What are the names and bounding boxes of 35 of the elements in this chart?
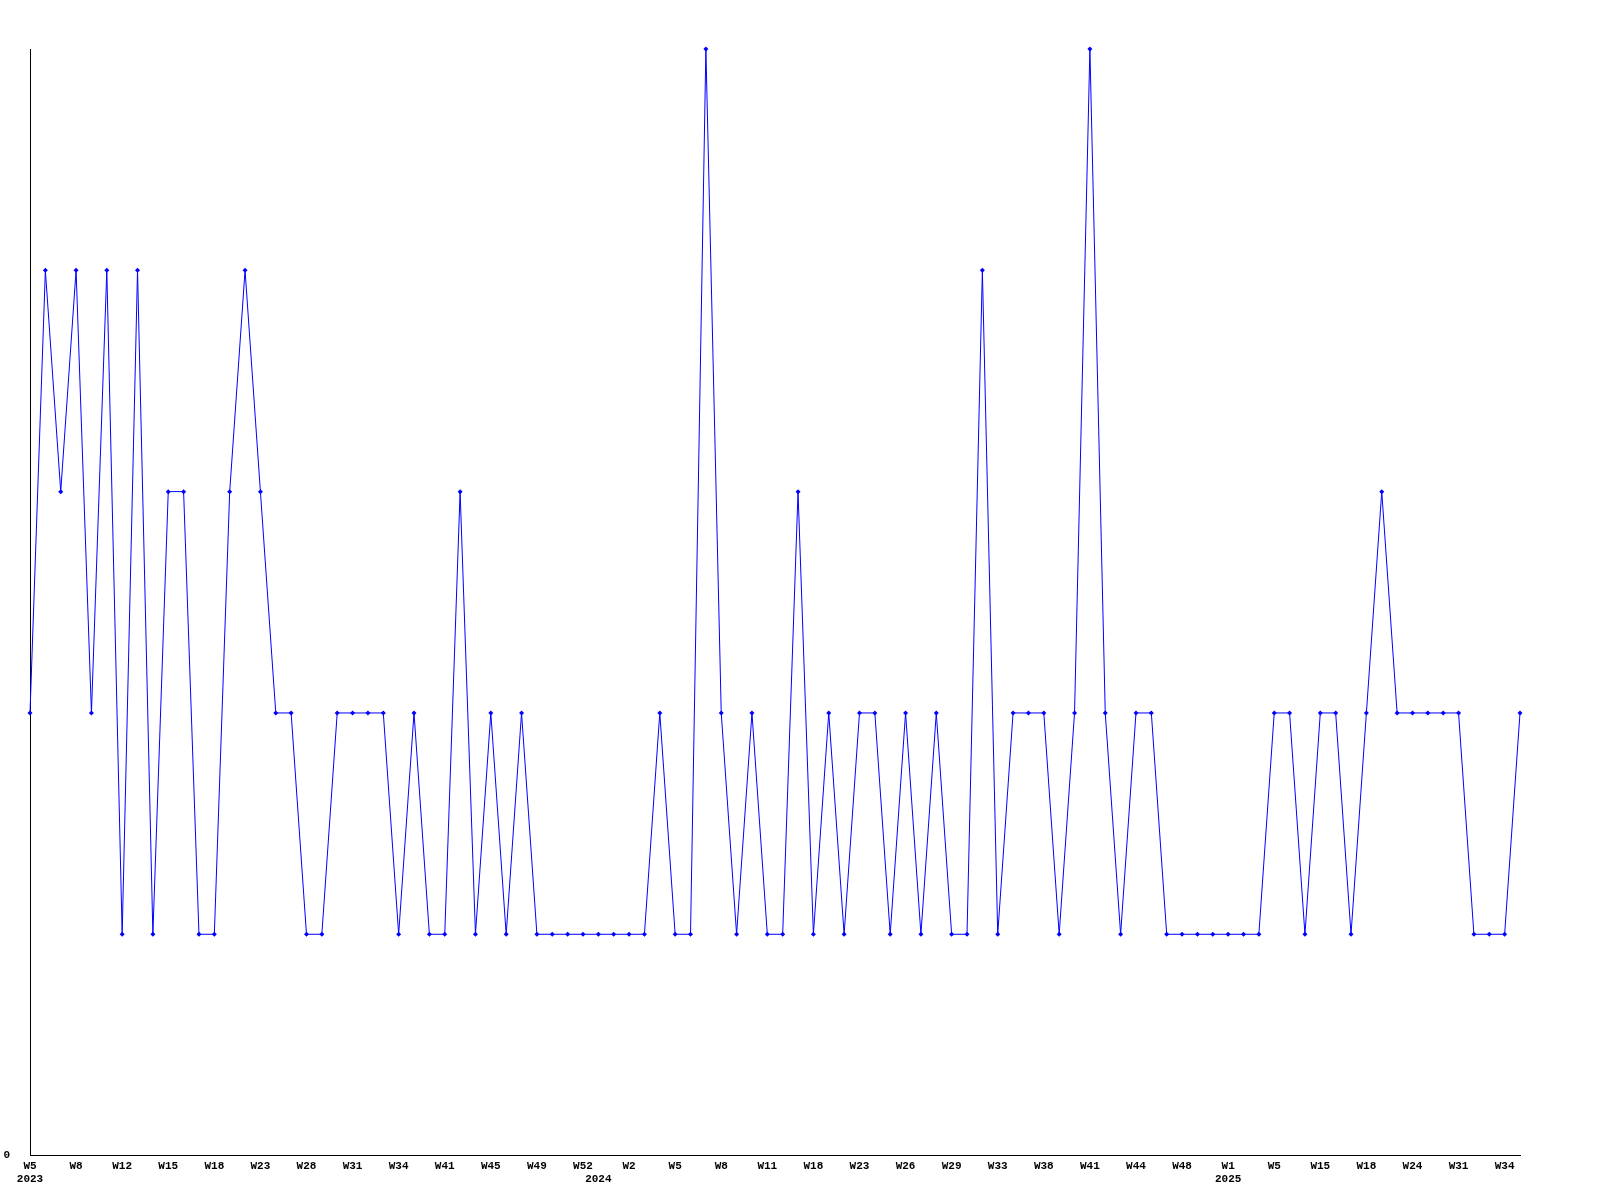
x-tick-label: W18 — [204, 1159, 225, 1172]
x-tick-label: W12 — [112, 1159, 133, 1172]
text: 0 — [3, 1149, 10, 1162]
x-tick-label: W24 — [1402, 1159, 1423, 1172]
x-tick-label: W1 2025 — [1214, 1159, 1242, 1186]
x-tick-label: W23 — [849, 1159, 870, 1172]
x-tick-label: W5 — [1267, 1159, 1282, 1172]
x-tick-label: W18 — [1356, 1159, 1377, 1172]
x-tick-label: W31 — [1448, 1159, 1469, 1172]
x-tick-label: W5 — [668, 1159, 683, 1172]
x-tick-label: W28 — [296, 1159, 317, 1172]
x-tick-label: W38 — [1033, 1159, 1055, 1172]
x-tick-label: W26 — [895, 1159, 916, 1172]
x-tick-label: W11 — [757, 1159, 778, 1172]
x-tick-label: W15 — [158, 1159, 179, 1172]
x-tick-label: W52 — [573, 1159, 593, 1172]
x-tick-label: W41 — [1079, 1159, 1101, 1172]
x-tick-label: W18 — [803, 1159, 824, 1172]
x-tick-label: W45 — [480, 1159, 502, 1172]
x-tick-label: W33 — [987, 1159, 1009, 1172]
x-tick-label: W29 — [941, 1159, 962, 1172]
x-tick-label: W44 — [1126, 1159, 1147, 1172]
x-tick-label: W49 — [527, 1159, 547, 1172]
x-tick-label: 2024 — [585, 1173, 612, 1186]
x-tick-label: W8 — [714, 1159, 729, 1172]
x-tick-label: W23 — [250, 1159, 271, 1172]
x-tick-label: W41 — [434, 1159, 456, 1172]
x-tick-label: W2 — [622, 1159, 636, 1172]
x-tick-label: W8 — [69, 1159, 84, 1172]
x-tick-label: W48 — [1172, 1159, 1193, 1172]
x-tick-label: W5 2023 — [16, 1159, 44, 1186]
x-tick-label: W31 — [342, 1159, 363, 1172]
x-tick-label: W34 — [388, 1159, 409, 1172]
x-tick-label: W34 — [1494, 1159, 1515, 1172]
x-tick-label: W15 — [1310, 1159, 1331, 1172]
